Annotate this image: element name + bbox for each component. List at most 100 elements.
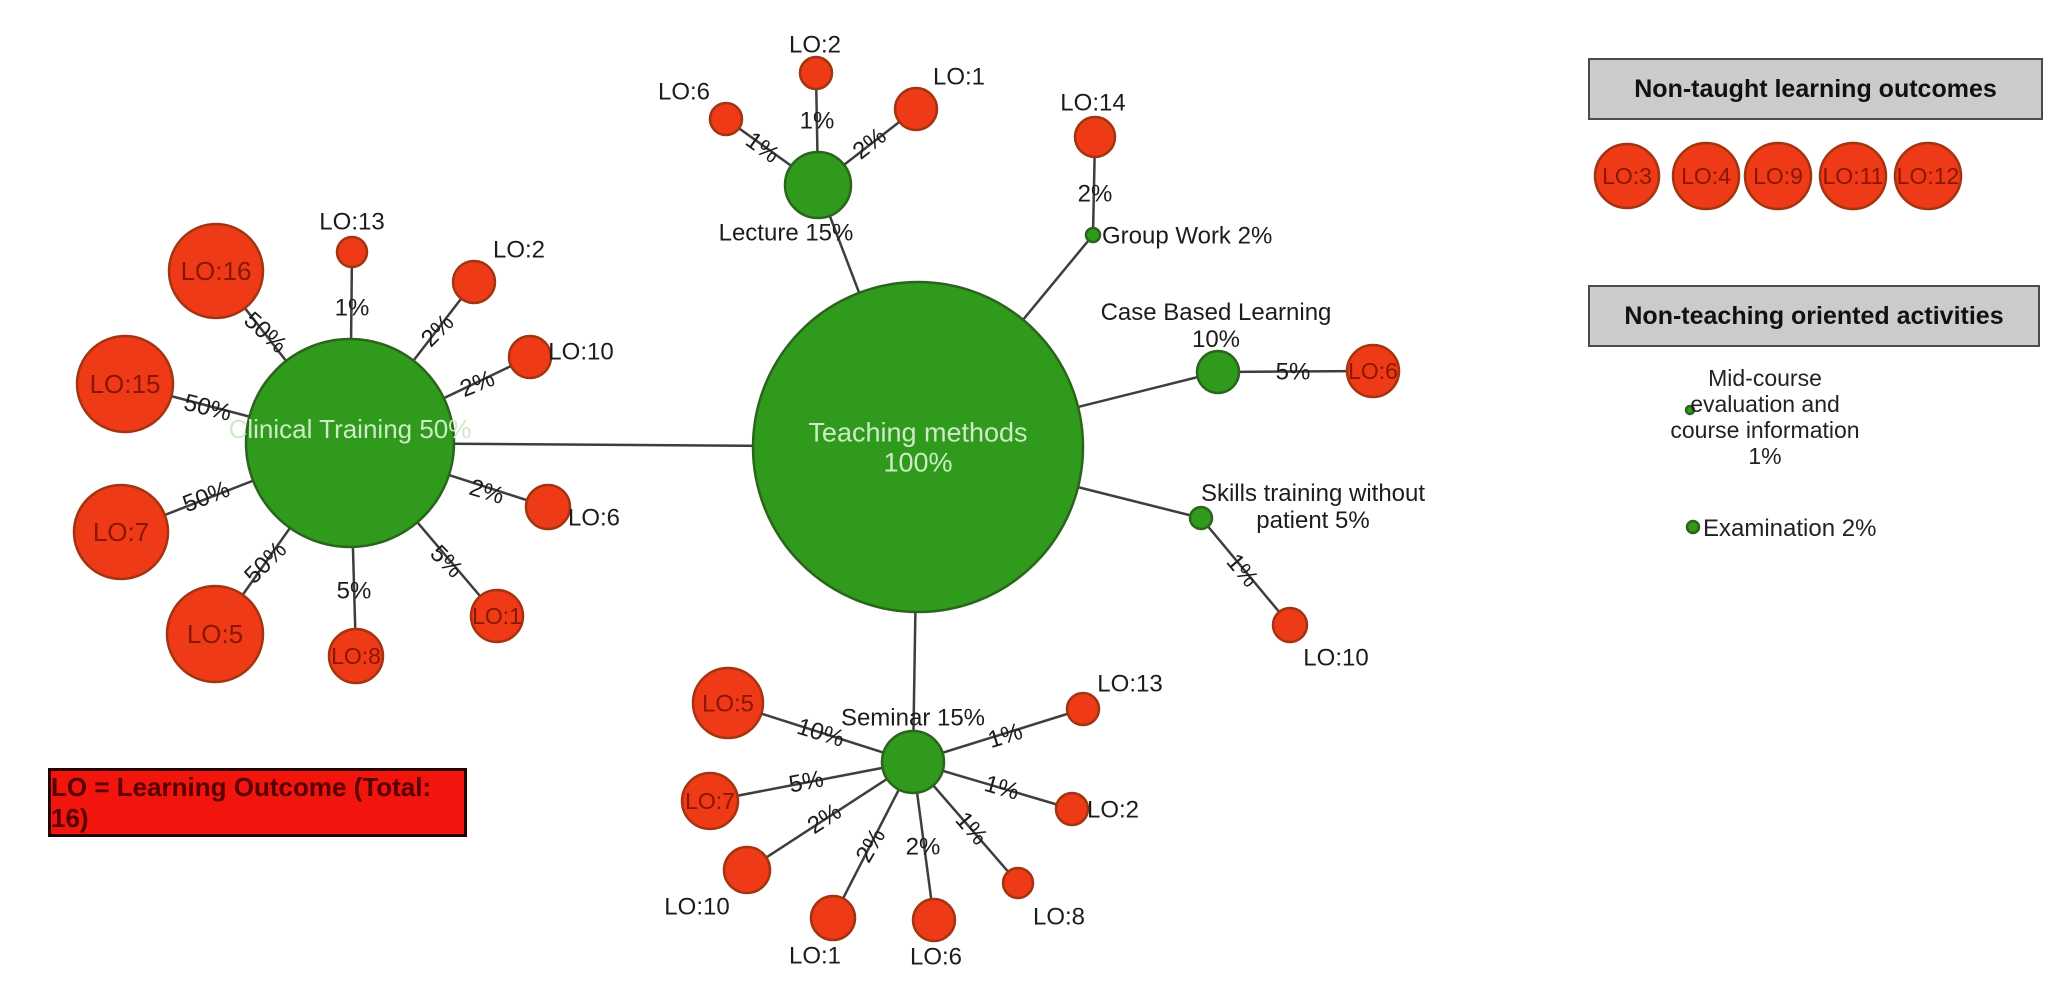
label-se_lo13: LO:13 xyxy=(1097,670,1162,697)
outcome-node-se_lo5 xyxy=(691,666,765,740)
edge-label-seminar-se_lo10: 2% xyxy=(803,798,847,840)
outcome-node-c_lo7 xyxy=(72,483,170,581)
outcome-node-c_lo2 xyxy=(451,259,497,305)
label-c_lo8: LO:8 xyxy=(331,643,381,669)
label-l_lo2: LO:2 xyxy=(789,31,841,58)
method-node-groupwork xyxy=(1084,226,1102,244)
nodes-layer xyxy=(72,55,1963,943)
method-node-teaching xyxy=(751,280,1085,614)
method-node-skills xyxy=(1188,505,1214,531)
edge-label-seminar-se_lo2: 1% xyxy=(981,770,1022,806)
label-groupwork: Group Work 2% xyxy=(1102,222,1272,249)
label-se_lo6: LO:6 xyxy=(910,943,962,970)
label-clinical: Clinical Training 50% xyxy=(229,414,472,444)
outcome-node-nt_lo9 xyxy=(1743,141,1813,211)
label-c_lo16: LO:16 xyxy=(181,256,252,286)
midcourse-activity-label: Mid-course evaluation and course informa… xyxy=(1645,365,1885,469)
edge-label-lecture-l_lo1: 2% xyxy=(848,122,892,165)
edge-skills-s_lo10 xyxy=(1200,517,1291,626)
label-l_lo6: LO:6 xyxy=(658,78,710,105)
edge-label-clinical-c_lo7: 50% xyxy=(179,476,234,518)
outcome-node-l_lo2 xyxy=(798,55,834,91)
outcome-node-se_lo2 xyxy=(1054,791,1090,827)
outcome-node-se_lo10 xyxy=(722,845,772,895)
label-casebased: Case Based Learning 10% xyxy=(1101,299,1332,353)
edge-label-clinical-c_lo16: 50% xyxy=(238,307,292,359)
outcome-node-se_lo6 xyxy=(911,897,957,943)
edge-seminar-se_lo10 xyxy=(746,760,914,872)
outcome-node-g_lo14 xyxy=(1073,115,1117,159)
edge-seminar-se_lo7 xyxy=(709,760,914,803)
edge-label-clinical-c_lo1: 5% xyxy=(424,540,468,584)
outcome-node-nt_lo4 xyxy=(1671,141,1741,211)
outcome-node-nt_lo12 xyxy=(1893,141,1963,211)
non-taught-panel-title: Non-taught learning outcomes xyxy=(1634,74,1997,103)
non-taught-panel-header: Non-taught learning outcomes xyxy=(1588,58,2043,120)
label-c_lo1: LO:1 xyxy=(472,603,522,629)
edge-label-lecture-l_lo2: 1% xyxy=(800,108,835,135)
label-l_lo1: LO:1 xyxy=(933,63,985,90)
outcome-node-c_lo10 xyxy=(507,334,553,380)
label-cb_lo6: LO:6 xyxy=(1348,358,1398,384)
outcome-node-se_lo13 xyxy=(1065,691,1101,727)
label-c_lo2: LO:2 xyxy=(493,236,545,263)
outcome-node-l_lo6 xyxy=(708,101,744,137)
edge-label-clinical-c_lo15: 50% xyxy=(181,389,234,427)
outcome-node-c_lo6 xyxy=(524,483,572,531)
label-se_lo10: LO:10 xyxy=(664,893,729,920)
edge-label-clinical-c_lo13: 1% xyxy=(335,295,370,322)
label-se_lo2: LO:2 xyxy=(1087,796,1139,823)
edge-label-groupwork-g_lo14: 2% xyxy=(1078,181,1113,208)
edge-label-clinical-c_lo2: 2% xyxy=(416,309,460,353)
edge-label-clinical-c_lo10: 2% xyxy=(456,365,498,403)
outcome-node-se_lo1 xyxy=(809,894,857,942)
label-seminar: Seminar 15% xyxy=(841,704,985,731)
label-nt_lo12: LO:12 xyxy=(1897,163,1960,189)
edge-label-seminar-se_lo5: 10% xyxy=(794,713,848,753)
edge-label-clinical-c_lo8: 5% xyxy=(337,578,372,605)
label-teaching: Teaching methods 100% xyxy=(808,417,1027,477)
edge-label-seminar-se_lo7: 5% xyxy=(787,765,826,798)
label-nt_lo3: LO:3 xyxy=(1602,163,1652,189)
outcome-node-c_lo8 xyxy=(327,627,385,685)
label-nt_lo4: LO:4 xyxy=(1681,163,1731,189)
midcourse-line-1: Mid-course xyxy=(1708,365,1822,391)
method-node-mid_dot xyxy=(1684,404,1696,416)
outcome-node-l_lo1 xyxy=(893,86,939,132)
labels-layer: 50% 1%2%2%50%50%50%5%5%2%1%1%2%2%5%1%10%5… xyxy=(90,31,1960,970)
label-nt_lo11: LO:11 xyxy=(1823,163,1884,189)
outcome-node-c_lo1 xyxy=(469,588,525,644)
lo-legend-box: LO = Learning Outcome (Total: 16) xyxy=(48,768,467,837)
label-lecture: Lecture 15% xyxy=(719,219,854,246)
edge-label-clinical-c_lo5: 50% xyxy=(239,536,292,589)
label-skills: Skills training without patient 5% xyxy=(1201,480,1425,534)
edge-label-seminar-se_lo6: 2% xyxy=(906,834,941,861)
method-node-exam_dot xyxy=(1685,519,1701,535)
edge-label-seminar-se_lo1: 2% xyxy=(851,824,892,868)
method-node-lecture xyxy=(783,150,853,220)
method-node-clinical xyxy=(244,337,456,549)
edge-label-seminar-se_lo13: 1% xyxy=(985,718,1026,754)
label-nt_lo9: LO:9 xyxy=(1753,163,1803,189)
label-c_lo15: LO:15 xyxy=(90,369,161,399)
outcome-node-s_lo10 xyxy=(1271,606,1309,644)
outcome-node-c_lo16 xyxy=(167,222,265,320)
label-s_lo10: LO:10 xyxy=(1303,644,1368,671)
label-c_lo10: LO:10 xyxy=(548,338,613,365)
label-c_lo5: LO:5 xyxy=(187,619,243,649)
outcome-node-nt_lo3 xyxy=(1593,142,1661,210)
outcome-node-c_lo13 xyxy=(335,235,369,269)
outcome-node-cb_lo6 xyxy=(1345,343,1401,399)
midcourse-line-2: evaluation and xyxy=(1690,391,1840,417)
label-c_lo13: LO:13 xyxy=(319,208,384,235)
edge-label-casebased-cb_lo6: 5% xyxy=(1276,359,1311,386)
method-node-casebased xyxy=(1195,349,1241,395)
label-se_lo1: LO:1 xyxy=(789,942,841,969)
examination-activity-label: Examination 2% xyxy=(1703,515,1877,542)
outcome-node-se_lo7 xyxy=(680,771,740,831)
midcourse-line-3: course information xyxy=(1670,417,1860,443)
lo-legend-text: LO = Learning Outcome (Total: 16) xyxy=(51,771,432,833)
label-g_lo14: LO:14 xyxy=(1060,89,1125,116)
